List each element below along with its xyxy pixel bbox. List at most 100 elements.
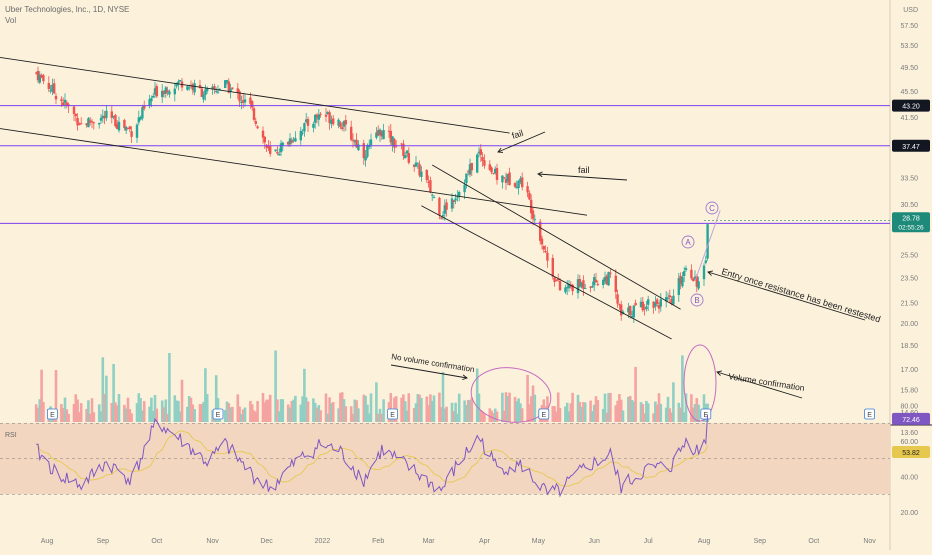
candle-body: [364, 156, 367, 161]
candle-body: [639, 301, 643, 308]
bar-countdown-label: 02:55:26: [898, 224, 924, 231]
candle-body: [576, 279, 580, 294]
candle-body: [679, 275, 682, 284]
candle-body: [137, 117, 140, 123]
candle-body: [697, 281, 700, 289]
candle-body: [85, 123, 88, 126]
candle-body: [681, 276, 684, 287]
candle-body: [582, 280, 585, 289]
volume-bar: [79, 403, 83, 422]
rsi-ma-tag: [892, 445, 930, 458]
candle-body: [168, 91, 171, 95]
candle-body: [306, 118, 310, 126]
candle-body: [173, 88, 176, 95]
volume-bar: [529, 396, 533, 422]
volume-bar: [682, 412, 686, 422]
volume-bar: [564, 406, 567, 422]
volume-bar: [412, 407, 416, 422]
candle-body: [198, 84, 202, 89]
volume-bar: [337, 408, 340, 422]
volume-bar: [605, 412, 609, 422]
wave-label-circle: [690, 293, 704, 307]
volume-bar: [468, 399, 472, 422]
candle-body: [344, 120, 347, 125]
volume-bar: [60, 404, 63, 422]
volume-bar: [654, 401, 657, 422]
candle-body: [450, 198, 454, 209]
volume-bar: [515, 401, 519, 422]
volume-ellipse: [683, 344, 717, 422]
volume-bar: [114, 402, 117, 422]
time-axis-label: Feb: [372, 538, 384, 545]
candle-body: [218, 88, 221, 90]
candle-body: [288, 138, 292, 145]
volume-bar: [479, 409, 483, 422]
volume-bar: [34, 404, 38, 422]
volume-bar: [475, 368, 479, 422]
candle-body: [287, 141, 290, 145]
volume-bar: [160, 400, 164, 422]
candle-body: [62, 102, 65, 106]
candle-body: [400, 143, 403, 145]
candle-body: [362, 143, 365, 159]
candle-body: [620, 304, 623, 316]
volume-bar: [200, 404, 204, 422]
volume-bar: [430, 400, 434, 422]
price-tick-label: 13.60: [900, 430, 918, 437]
rsi-line: [36, 414, 709, 498]
rsi-tick-label: 40.00: [900, 475, 918, 482]
candle-body: [166, 90, 169, 93]
candle-body: [177, 81, 180, 84]
volume-bar: [616, 400, 619, 422]
volume-bar: [227, 403, 231, 422]
volume-bar: [634, 366, 637, 422]
volume-bar: [276, 399, 279, 422]
earnings-marker-label: E: [50, 412, 55, 419]
volume-bar: [112, 363, 115, 422]
price-tick-label: 21.50: [900, 301, 918, 308]
earnings-marker-label: E: [390, 412, 395, 419]
entry-arrow-head: [707, 270, 713, 276]
candle-body: [179, 80, 182, 82]
symbol-title[interactable]: Uber Technologies, Inc., 1D, NYSE: [5, 5, 130, 14]
earnings-marker-label: E: [867, 412, 872, 419]
earnings-marker-label: E: [541, 412, 546, 419]
price-tick-label: 30.50: [900, 202, 918, 209]
volume-bar: [63, 397, 67, 422]
earnings-marker-label: E: [703, 412, 708, 419]
time-axis-label: Nov: [206, 538, 219, 545]
candle-body: [317, 114, 320, 120]
candle-body: [521, 177, 524, 188]
volume-bar: [693, 403, 697, 422]
candle-body: [618, 304, 621, 306]
candle-body: [526, 186, 529, 193]
volume-bar: [627, 396, 630, 422]
earnings-marker-label: E: [216, 412, 221, 419]
volume-bar: [666, 396, 670, 422]
candle-body: [216, 91, 220, 93]
volume-bar: [618, 393, 621, 422]
candle-body: [153, 88, 157, 95]
time-axis-label: 2022: [315, 538, 331, 545]
volume-bar: [319, 410, 322, 422]
candle-body: [564, 287, 567, 293]
volume-label[interactable]: Vol: [5, 16, 17, 25]
rsi-ma-line: [36, 430, 709, 487]
candle-body: [517, 181, 520, 189]
volume-bar: [400, 397, 403, 422]
level-price-label: 43.20: [902, 104, 920, 111]
volume-bar: [304, 397, 308, 422]
volume-bar: [229, 407, 232, 422]
volume-bar: [342, 399, 346, 422]
volume-bar: [450, 402, 454, 422]
time-axis-label: Apr: [479, 538, 491, 545]
candle-body: [236, 88, 239, 93]
candle-body: [40, 74, 43, 78]
candle-body: [580, 282, 583, 288]
volume-bar: [432, 395, 436, 422]
volume-bar: [659, 403, 663, 422]
volume-bar: [528, 404, 531, 422]
volume-bar: [137, 393, 141, 422]
